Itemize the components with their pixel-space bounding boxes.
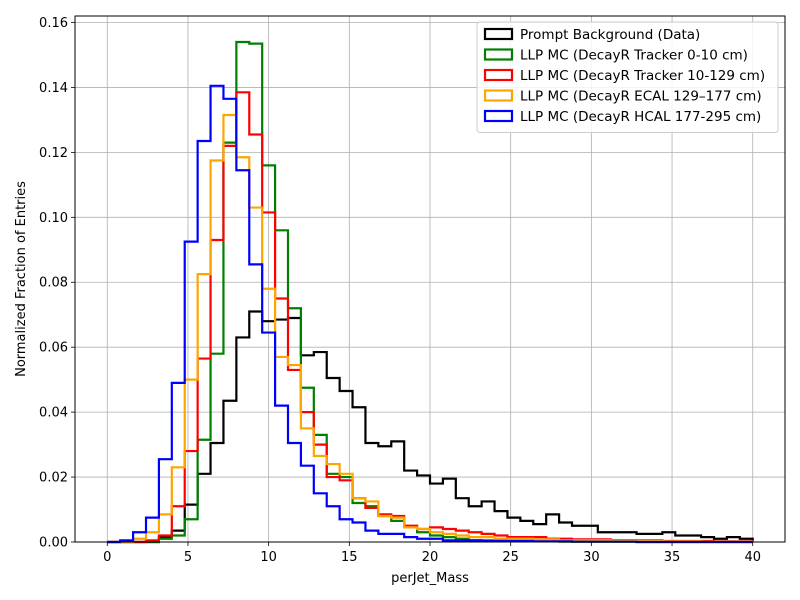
x-tick-label: 0 [103, 550, 111, 565]
legend-swatch [483, 109, 514, 123]
x-axis-title: perJet_Mass [391, 571, 469, 586]
x-tick-label: 20 [422, 550, 439, 565]
x-tick-label: 30 [583, 550, 600, 565]
legend-label: LLP MC (DecayR Tracker 10-129 cm) [520, 68, 765, 84]
y-tick-label: 0.16 [39, 16, 68, 31]
y-tick-label: 0.14 [39, 81, 68, 96]
x-tick-label: 15 [341, 550, 358, 565]
legend-label: LLP MC (DecayR HCAL 177-295 cm) [520, 109, 761, 125]
legend-label: Prompt Background (Data) [520, 27, 700, 43]
legend-swatch [483, 27, 514, 41]
legend-swatch [483, 48, 514, 61]
legend-label: LLP MC (DecayR Tracker 0-10 cm) [520, 48, 748, 64]
x-tick-label: 40 [744, 550, 761, 565]
x-tick-label: 10 [260, 550, 277, 565]
legend-swatch [483, 68, 514, 82]
y-tick-label: 0.04 [39, 406, 68, 421]
legend-swatch [483, 89, 514, 102]
legend-box [476, 21, 779, 133]
legend: Prompt Background (Data) LLP MC (DecayR T… [476, 21, 779, 133]
y-axis-ticks: 0.00 0.02 0.04 0.06 0.08 0.10 0.12 0.14 0.16 [39, 16, 75, 551]
y-tick-label: 0.00 [39, 536, 68, 551]
histogram-step-line [107, 310, 754, 544]
x-tick-label: 5 [184, 550, 192, 565]
y-tick-label: 0.10 [39, 211, 68, 226]
series-1 [107, 310, 754, 544]
x-tick-label: 25 [502, 550, 519, 565]
x-tick-label: 35 [664, 550, 681, 565]
y-tick-label: 0.08 [39, 276, 68, 291]
y-tick-label: 0.02 [39, 471, 68, 486]
y-tick-label: 0.12 [39, 146, 68, 161]
legend-label: LLP MC (DecayR ECAL 129–177 cm) [520, 89, 762, 105]
y-tick-label: 0.06 [39, 341, 68, 356]
x-axis-ticks: 0 5 10 15 20 25 30 35 40 [103, 542, 761, 565]
y-axis-title: Normalized Fraction of Entries [14, 181, 29, 377]
